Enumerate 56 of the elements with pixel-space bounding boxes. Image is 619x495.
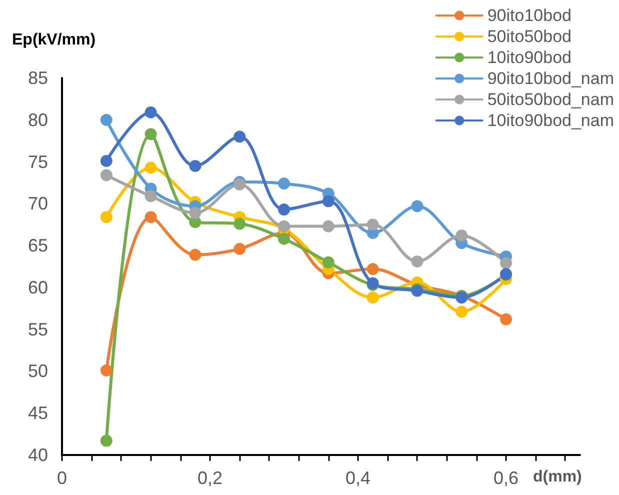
point [100,434,112,447]
point [189,160,202,172]
point [189,248,202,261]
point [411,200,424,212]
y-tick-label: 45 [28,403,48,424]
point [144,128,157,140]
point [278,204,290,216]
point [144,211,157,224]
x-tick-label: 0 [56,468,68,488]
point [278,178,290,190]
y-tick-label: 75 [28,152,48,172]
legend-label: 90ito10bod_nam [487,69,614,88]
y-tick-label: 50 [28,361,48,382]
point [456,306,468,318]
legend-label: 50ito50bod_nam [487,90,614,109]
y-tick-label: 70 [28,194,48,214]
point [189,206,202,219]
point [100,169,112,182]
point [100,114,112,126]
point [411,255,424,268]
x-tick-label: 0,2 [197,468,223,488]
y-tick-label: 80 [28,110,48,130]
point [322,195,334,208]
point [322,220,334,232]
point [144,190,157,202]
legend-label: 10ito90bod_nam [487,111,614,130]
point [234,178,246,190]
point [100,364,112,376]
legend-label: 10ito90bod [487,48,572,67]
y-tick-label: 60 [28,277,48,298]
y-tick-label: 40 [28,445,48,465]
point [278,232,290,245]
point [234,130,246,143]
x-axis-title: d(mm) [533,468,582,486]
legend-label: 50ito50bod [487,27,572,46]
y-tick-label: 65 [28,236,48,256]
point [234,218,246,230]
point [456,230,468,242]
point [100,154,112,167]
point [366,292,379,304]
point [500,257,512,270]
point [144,162,157,174]
point [278,220,290,232]
y-axis-title: Ep(kV/mm) [12,32,96,48]
x-tick-label: 0,4 [345,468,371,488]
point [366,218,379,231]
point [144,106,157,118]
point [366,263,379,276]
x-tick-label: 0,6 [493,468,519,488]
y-tick-label: 55 [28,319,48,340]
legend-label: 90ito10bod [487,6,572,25]
point [322,256,334,268]
point [234,242,246,255]
point [100,211,112,224]
point [500,313,512,326]
y-tick-label: 85 [28,68,48,88]
